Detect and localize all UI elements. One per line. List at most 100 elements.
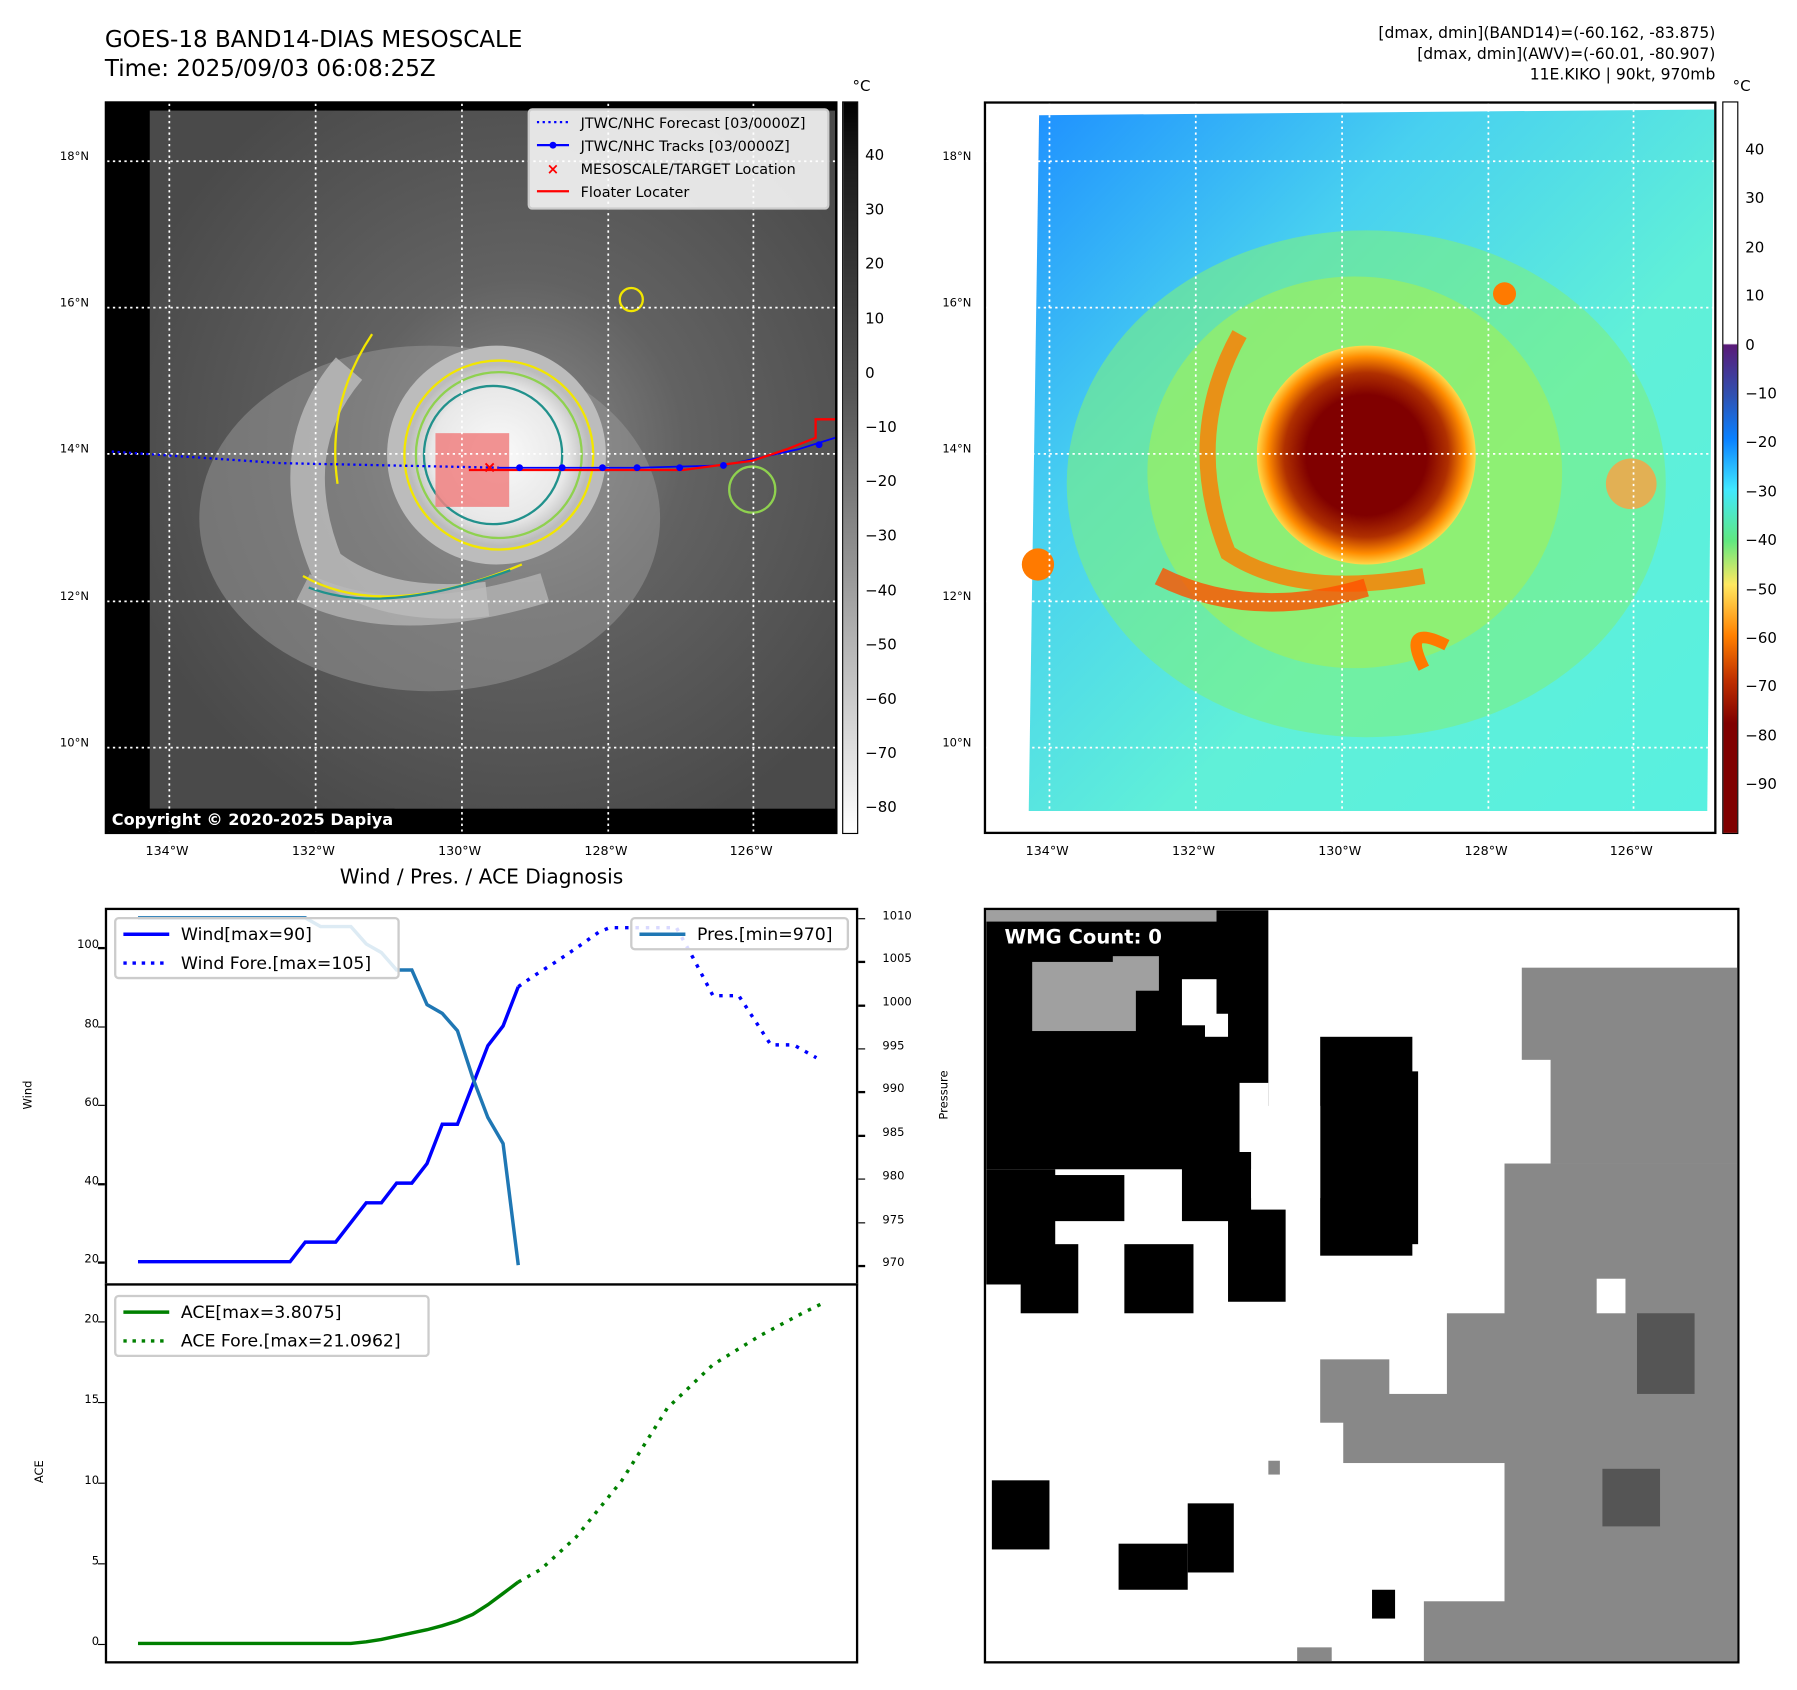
pressure-legend: Pres.[min=970] [630, 916, 850, 951]
solid-line-icon [639, 931, 686, 936]
colorbar-tick: −20 [865, 473, 897, 491]
tick-mark [858, 917, 866, 920]
colorbar-tick: −10 [865, 419, 897, 437]
pressure-tick-label: 1000 [882, 996, 912, 1010]
lat-label: 16°N [59, 297, 89, 310]
dotted-line-icon [123, 1338, 170, 1343]
tick-mark [97, 1562, 105, 1565]
map-legend: JTWC/NHC Forecast [03/0000Z] JTWC/NHC Tr… [527, 108, 830, 210]
tick-mark [858, 1178, 866, 1181]
colorbar-tick: 0 [1745, 337, 1755, 355]
tick-mark [97, 1183, 105, 1185]
colorbar-tick: 0 [865, 364, 875, 383]
tick-mark [97, 1482, 105, 1484]
wind-pressure-chart: Wind[max=90] Wind Fore.[max=105] Pres.[m… [104, 907, 859, 1286]
pressure-axis-label: Pressure [938, 1070, 951, 1120]
chart-title: Wind / Pres. / ACE Diagnosis [339, 866, 624, 890]
stats-text: [dmax, dmin](BAND14)=(-60.162, -83.875) … [1378, 23, 1715, 85]
lon-label: 132°W [291, 843, 335, 859]
lon-label: 126°W [1609, 843, 1653, 859]
colorbar-tick: 10 [865, 310, 885, 328]
lat-label: 12°N [59, 590, 89, 604]
title-time: Time: 2025/09/03 06:08:25Z [104, 54, 436, 82]
lat-label: 12°N [942, 590, 972, 604]
pressure-tick-label: 1010 [882, 909, 912, 923]
legend-ace-forecast: ACE Fore.[max=21.0962] [116, 1326, 427, 1355]
wind-tick-label: 60 [84, 1096, 100, 1110]
x-marker-icon: × [547, 162, 560, 174]
legend-wind-forecast: Wind Fore.[max=105] [116, 948, 397, 977]
colorbar-tick: 20 [865, 256, 885, 274]
tick-mark [858, 1048, 866, 1050]
wmg-panel: WMG Count: 0 [983, 907, 1740, 1664]
ace-axis-label: ACE [33, 1460, 47, 1484]
lon-label: 134°W [145, 843, 189, 859]
lat-label: 18°N [942, 150, 972, 164]
series-line-wind [138, 986, 520, 1264]
ir-grayscale-map: × JTWC/NHC Forecast [03/0000Z] JTWC/NHC … [104, 101, 838, 835]
legend-floater: Floater Locater [530, 180, 827, 203]
red-line-icon [536, 190, 570, 193]
tick-mark [97, 1401, 105, 1404]
colorbar-tick: −70 [1745, 678, 1777, 697]
tick-mark [858, 1091, 866, 1094]
ir-imagery: × [107, 103, 836, 832]
color-colorbar [1722, 101, 1739, 835]
ace-tick-label: 10 [84, 1474, 100, 1487]
grayscale-colorbar [842, 101, 859, 835]
tick-mark [97, 1261, 105, 1264]
colorbar-tick: −20 [1745, 434, 1777, 453]
tick-mark [858, 961, 866, 964]
wind-axis-label: Wind [22, 1080, 36, 1110]
wind-legend: Wind[max=90] Wind Fore.[max=105] [114, 916, 400, 980]
pressure-tick-label: 980 [882, 1170, 905, 1183]
colorbar-unit: °C [852, 78, 871, 96]
legend-ace: ACE[max=3.8075] [116, 1297, 427, 1326]
track-line-icon [536, 141, 570, 149]
pressure-tick-label: 1005 [882, 953, 912, 966]
colorbar-tick: −50 [1745, 581, 1777, 599]
lon-label: 130°W [438, 843, 482, 859]
copyright-label: Copyright © 2020-2025 Dapiya [107, 808, 398, 832]
colorbar-tick: 40 [1745, 141, 1765, 159]
solid-line-icon [123, 931, 170, 936]
tick-mark [97, 947, 105, 950]
title-product: GOES-18 BAND14-DIAS MESOSCALE [104, 25, 523, 53]
ace-plot [137, 1301, 824, 1646]
pressure-tick-label: 985 [882, 1126, 905, 1140]
stats-awv: [dmax, dmin](AWV)=(-60.01, -80.907) [1417, 44, 1716, 64]
lon-label: 128°W [1464, 843, 1508, 859]
dotted-line-icon [536, 120, 570, 124]
dotted-line-icon [123, 960, 170, 965]
wind-tick-label: 40 [84, 1175, 100, 1188]
storm-info: 11E.KIKO | 90kt, 970mb [1529, 65, 1716, 85]
colorbar-tick: 10 [1745, 288, 1765, 306]
colorbar-tick: −30 [865, 528, 897, 546]
tick-mark [858, 1004, 866, 1007]
colorbar-tick: −40 [865, 582, 897, 600]
ace-chart: ACE[max=3.8075] ACE Fore.[max=21.0962] [104, 1283, 859, 1664]
tick-mark [858, 1134, 866, 1137]
colorbar-tick: −80 [865, 799, 897, 818]
lon-label: 126°W [729, 843, 773, 859]
legend-target: × MESOSCALE/TARGET Location [530, 157, 827, 180]
lat-label: 16°N [942, 297, 972, 310]
legend-forecast: JTWC/NHC Forecast [03/0000Z] [530, 111, 827, 134]
pressure-tick-label: 970 [882, 1257, 905, 1270]
ace-tick-label: 15 [84, 1393, 100, 1407]
legend-pressure: Pres.[min=970] [632, 919, 846, 948]
colorbar-tick: −10 [1745, 385, 1777, 404]
colorbar-tick: 40 [865, 147, 885, 165]
stats-band14: [dmax, dmin](BAND14)=(-60.162, -83.875) [1378, 24, 1716, 43]
lat-label: 18°N [59, 150, 89, 164]
wmg-mask-image [986, 910, 1738, 1662]
tick-mark [97, 1643, 105, 1646]
series-line-ace-fore [517, 1301, 824, 1584]
pressure-tick-label: 975 [882, 1213, 905, 1227]
legend-tracks: JTWC/NHC Tracks [03/0000Z] [530, 134, 827, 157]
tick-mark [97, 1025, 105, 1028]
ace-tick-label: 0 [91, 1635, 100, 1649]
colorbar-tick: 20 [1745, 239, 1765, 257]
colorbar-tick: −30 [1745, 483, 1777, 501]
series-line-ace [138, 1580, 520, 1646]
